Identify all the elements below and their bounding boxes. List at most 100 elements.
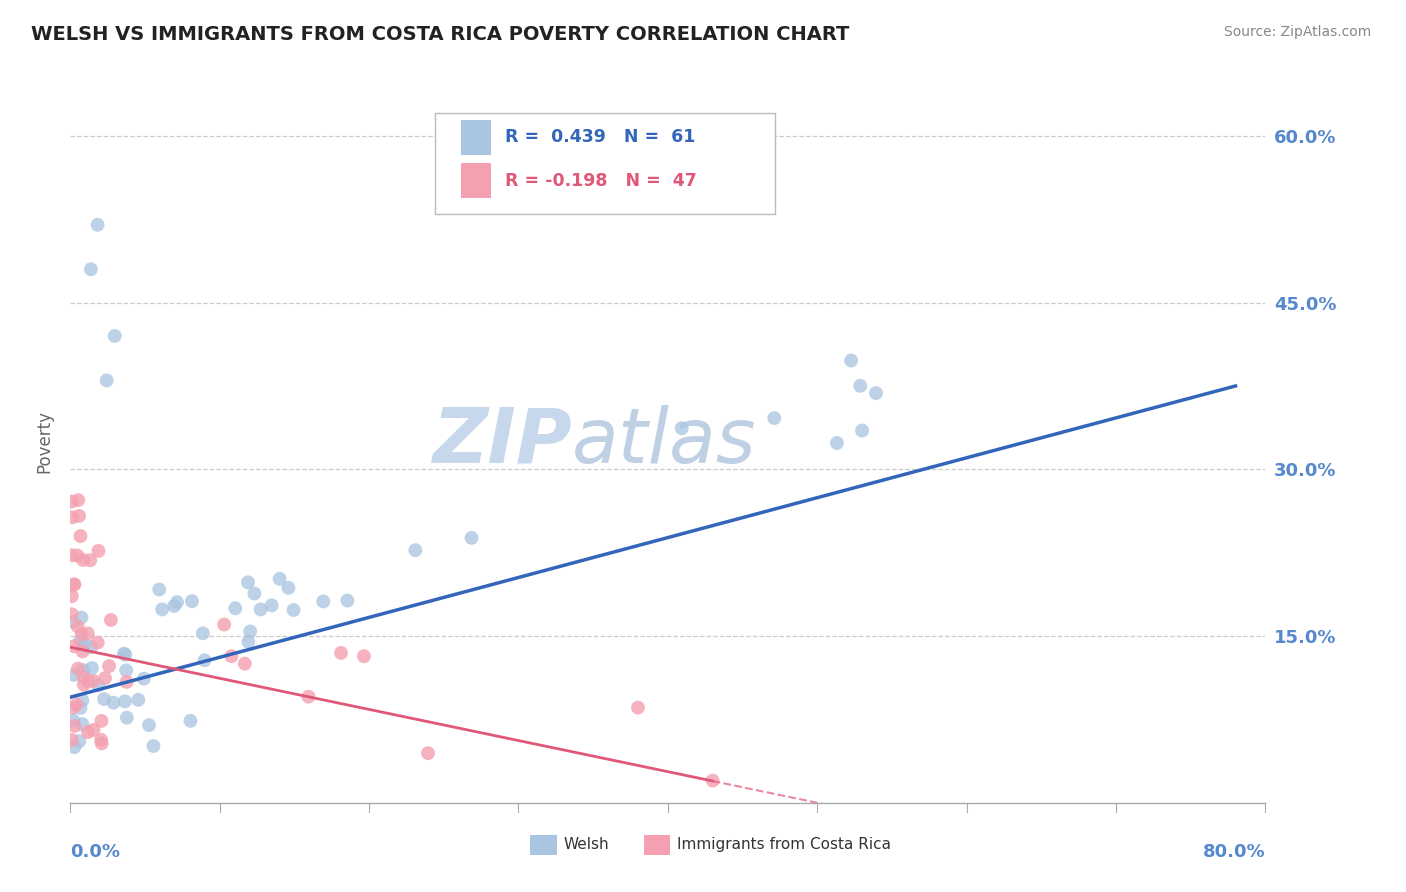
Point (80, 640, 103, 654)
Text: WELSH VS IMMIGRANTS FROM COSTA RICA POVERTY CORRELATION CHART: WELSH VS IMMIGRANTS FROM COSTA RICA POVE… (31, 25, 849, 44)
Point (297, 690, 319, 704)
Point (221, 649, 243, 664)
Point (142, 739, 165, 753)
Point (80, 262, 103, 277)
Point (94, 671, 117, 685)
Point (851, 424, 873, 438)
Point (63, 640, 86, 654)
Point (72, 663, 94, 677)
Point (404, 543, 426, 558)
Point (62, 714, 84, 728)
Point (148, 582, 170, 597)
Text: ZIP: ZIP (433, 405, 572, 478)
Point (330, 646, 353, 660)
Point (277, 581, 299, 595)
Point (69, 701, 91, 715)
Point (70, 627, 93, 641)
Point (82, 673, 104, 688)
Point (72, 553, 94, 567)
Point (865, 386, 887, 401)
Text: atlas: atlas (572, 405, 756, 478)
Point (73, 637, 96, 651)
Point (62, 700, 84, 714)
Point (62, 578, 84, 592)
Text: R =  0.439   N =  61: R = 0.439 N = 61 (505, 128, 696, 146)
Point (72, 693, 94, 707)
Point (849, 378, 872, 392)
Point (69, 633, 91, 648)
Point (67, 734, 90, 748)
Point (72, 644, 94, 658)
Point (236, 575, 259, 590)
Point (60, 510, 83, 524)
Point (104, 329, 127, 343)
Point (60, 607, 83, 622)
Point (460, 531, 482, 545)
Point (243, 586, 266, 600)
Point (87, 544, 110, 558)
Point (212, 617, 235, 632)
Point (60, 589, 83, 603)
Point (191, 626, 214, 640)
Point (283, 603, 305, 617)
Point (763, 411, 786, 425)
Point (90, 732, 112, 747)
Text: Welsh: Welsh (564, 838, 610, 852)
Point (163, 599, 186, 613)
Point (100, 613, 122, 627)
Point (112, 647, 135, 661)
Point (98, 659, 121, 673)
Point (60, 549, 83, 563)
Point (825, 436, 848, 450)
Point (260, 599, 283, 613)
Point (238, 635, 260, 649)
Point (114, 694, 136, 708)
Point (90, 714, 112, 728)
FancyBboxPatch shape (461, 163, 491, 198)
Point (77, 674, 100, 689)
Point (239, 624, 262, 639)
Point (87, 678, 110, 692)
Point (702, 773, 724, 788)
Text: 80.0%: 80.0% (1202, 843, 1265, 861)
Point (132, 672, 155, 686)
Point (72, 670, 94, 684)
Point (63, 668, 86, 682)
Point (67, 661, 90, 675)
Point (63, 719, 86, 733)
Point (86, 636, 108, 650)
Point (127, 692, 149, 706)
Text: Immigrants from Costa Rica: Immigrants from Costa Rica (678, 838, 891, 852)
Point (70, 610, 93, 624)
Point (150, 602, 173, 616)
Point (312, 594, 335, 608)
Point (63, 740, 86, 755)
FancyBboxPatch shape (461, 120, 491, 154)
Point (60, 494, 83, 508)
Point (66, 619, 89, 633)
Point (77, 725, 100, 739)
Point (65, 698, 87, 712)
Text: 0.0%: 0.0% (70, 843, 121, 861)
Point (67, 493, 90, 508)
FancyBboxPatch shape (530, 835, 557, 855)
Point (249, 602, 271, 616)
Point (67, 508, 90, 523)
Point (69, 529, 91, 543)
Point (180, 594, 202, 608)
Point (73, 677, 96, 691)
Point (115, 664, 138, 678)
Text: Source: ZipAtlas.com: Source: ZipAtlas.com (1223, 25, 1371, 39)
Point (115, 674, 138, 689)
Point (166, 595, 188, 609)
Point (93, 692, 115, 706)
Point (103, 696, 125, 710)
Point (671, 421, 693, 435)
Point (82, 723, 104, 737)
Point (353, 649, 375, 664)
Point (63, 577, 86, 591)
Point (115, 711, 138, 725)
Point (90, 736, 112, 750)
Point (416, 746, 439, 760)
Point (193, 653, 215, 667)
